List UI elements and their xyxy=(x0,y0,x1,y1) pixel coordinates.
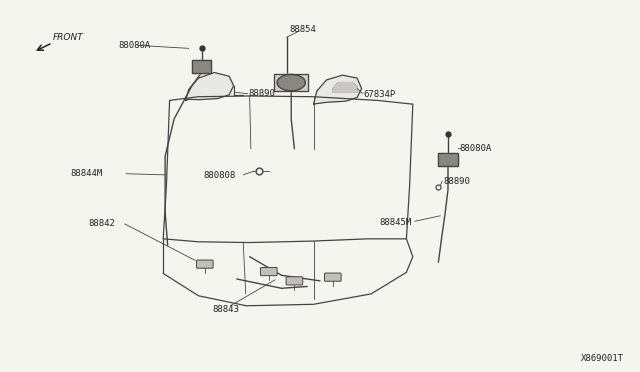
Text: 88843: 88843 xyxy=(212,305,239,314)
FancyBboxPatch shape xyxy=(286,277,303,285)
FancyBboxPatch shape xyxy=(260,267,277,276)
Polygon shape xyxy=(277,74,305,91)
Text: FRONT: FRONT xyxy=(52,33,83,42)
Polygon shape xyxy=(333,83,357,92)
Text: 88844M: 88844M xyxy=(70,169,102,178)
Text: 88890: 88890 xyxy=(443,177,470,186)
Polygon shape xyxy=(274,74,308,91)
Polygon shape xyxy=(192,60,211,73)
Text: 88080A: 88080A xyxy=(460,144,492,153)
Text: X869001T: X869001T xyxy=(581,354,624,363)
Polygon shape xyxy=(438,153,458,166)
Polygon shape xyxy=(314,75,362,104)
Text: 88854: 88854 xyxy=(289,25,316,34)
Text: 880808: 880808 xyxy=(204,171,236,180)
Text: 67834P: 67834P xyxy=(364,90,396,99)
Polygon shape xyxy=(186,73,234,100)
Text: 88842: 88842 xyxy=(88,219,115,228)
Text: 88845M: 88845M xyxy=(379,218,411,227)
FancyBboxPatch shape xyxy=(324,273,341,281)
Text: 88890: 88890 xyxy=(248,89,275,98)
Text: 88080A: 88080A xyxy=(118,41,150,50)
FancyBboxPatch shape xyxy=(196,260,213,268)
